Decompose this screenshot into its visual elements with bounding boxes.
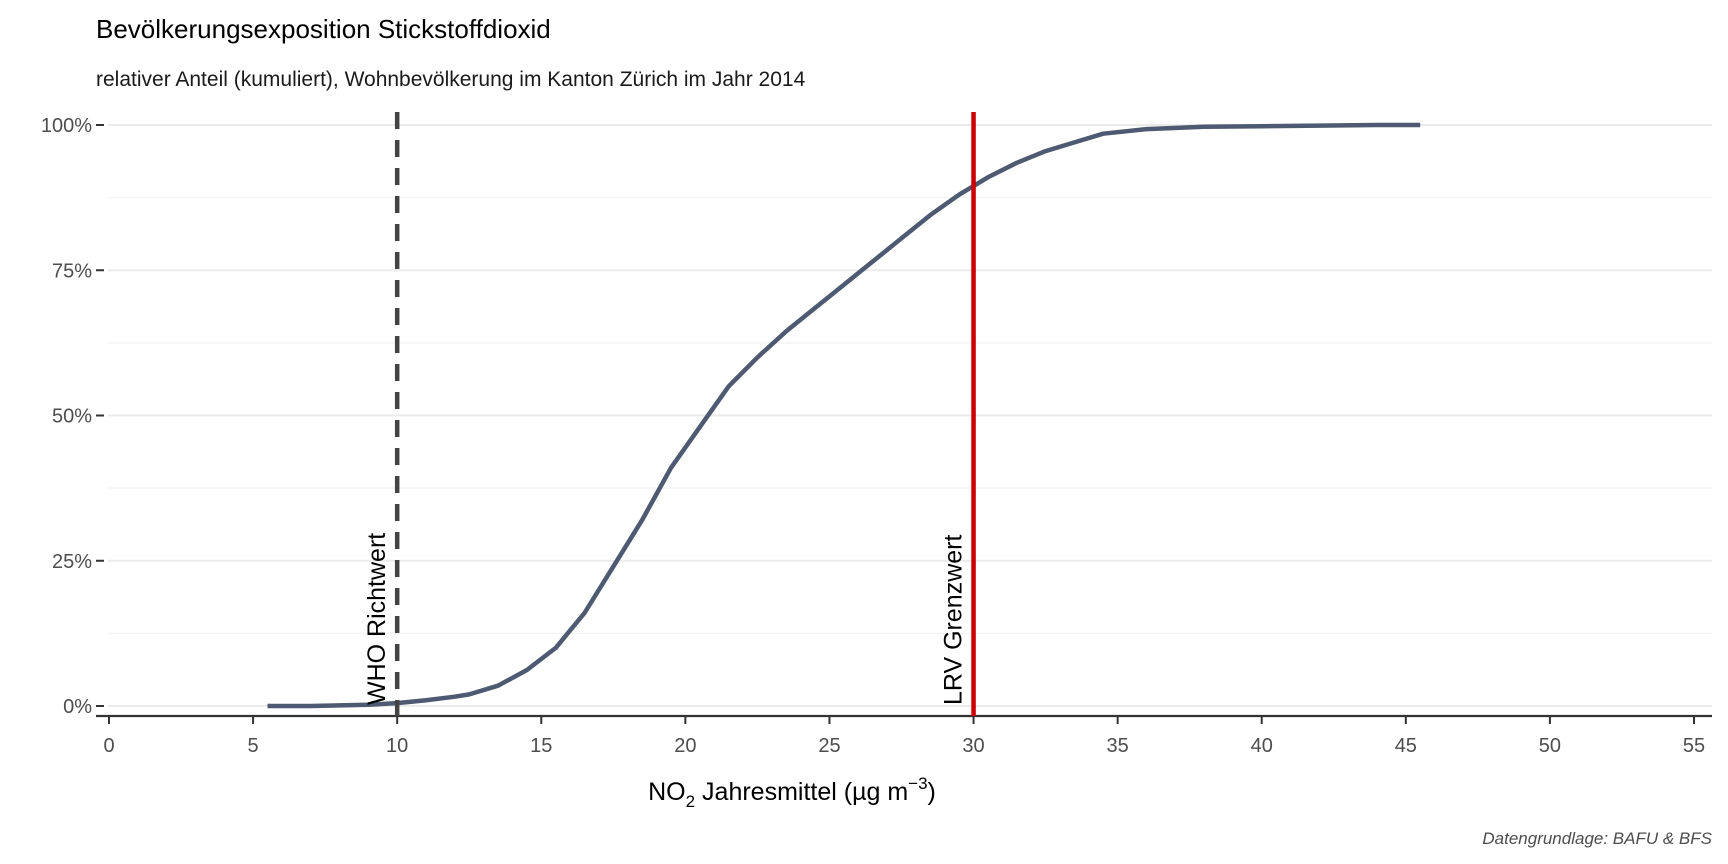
reference-line-label: LRV Grenzwert [940, 535, 968, 705]
x-tick-label: 55 [1683, 735, 1705, 757]
x-tick-label: 25 [818, 735, 840, 757]
y-tick-label: 25% [52, 551, 92, 573]
grid [108, 124, 1712, 707]
x-tick-label: 10 [386, 735, 408, 757]
x-tick-label: 40 [1251, 735, 1273, 757]
reference-line-label: WHO Richtwert [363, 533, 391, 705]
x-tick-label: 50 [1539, 735, 1561, 757]
y-tick-label: 0% [63, 696, 92, 718]
series-line [267, 122, 1421, 709]
series-group [267, 122, 1421, 709]
x-tick-label: 0 [103, 735, 114, 757]
x-tick-label: 45 [1395, 735, 1417, 757]
x-tick-label: 30 [962, 735, 984, 757]
x-tick-label: 15 [530, 735, 552, 757]
chart-title: Bevölkerungsexposition Stickstoffdioxid [96, 14, 551, 44]
chart-subtitle: relativer Anteil (kumuliert), Wohnbevölk… [96, 68, 806, 91]
chart-caption: Datengrundlage: BAFU & BFS [1482, 829, 1712, 848]
x-tick-label: 35 [1107, 735, 1129, 757]
y-tick-label: 75% [52, 260, 92, 282]
y-tick-label: 100% [41, 115, 92, 137]
reference-lines: WHO Richtwert LRV Grenzwert [363, 112, 976, 716]
x-tick-label: 5 [248, 735, 259, 757]
axes: 0 5 10 15 20 25 30 35 40 45 50 55 0% 25% 50% 75% 100% [41, 115, 1712, 757]
y-tick-label: 50% [52, 406, 92, 428]
x-tick-label: 20 [674, 735, 696, 757]
x-axis-label: NO2 Jahresmittel (µg m−3) [648, 774, 936, 811]
